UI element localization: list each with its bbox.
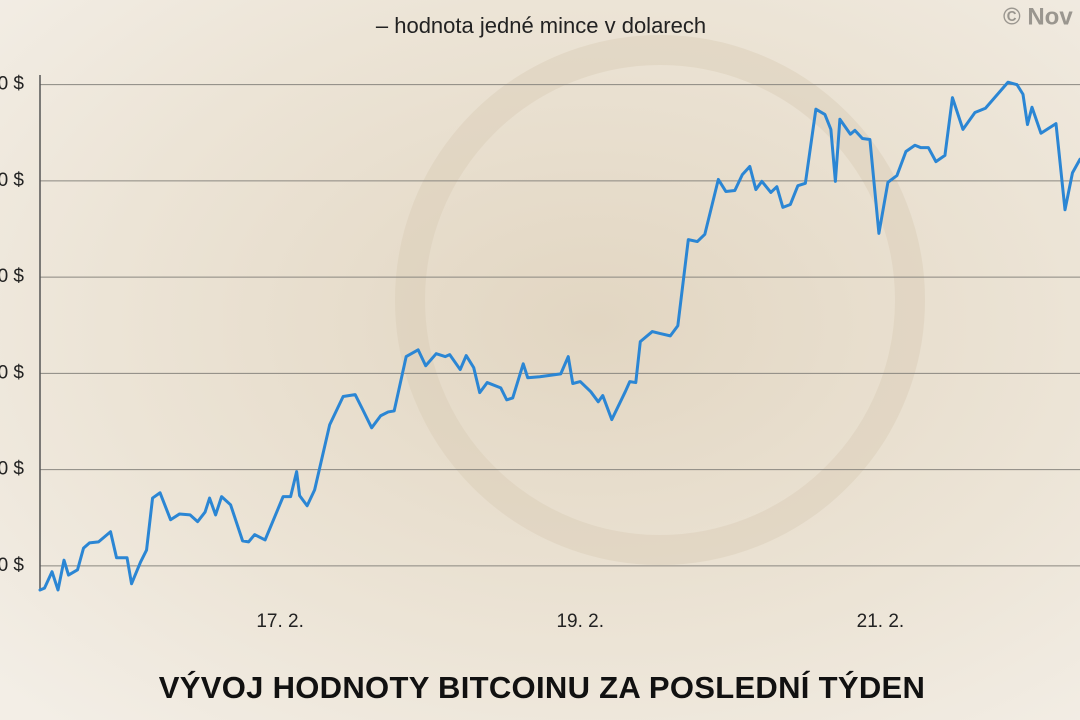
price-line	[38, 80, 1080, 592]
y-tick-label: 52 000 $	[0, 362, 24, 383]
y-tick-label: 58 000 $	[0, 74, 24, 95]
chart-title: VÝVOJ HODNOTY BITCOINU ZA POSLEDNÍ TÝDEN	[159, 670, 925, 705]
y-tick-label: 54 000 $	[0, 266, 24, 287]
subtitle: – hodnota jedné mince v dolarech	[376, 13, 706, 38]
y-tick-label: 50 000 $	[0, 459, 24, 480]
coin-decoration	[395, 35, 925, 565]
source: © Nov	[1003, 3, 1073, 30]
y-tick-label: 48 000 $	[0, 555, 24, 576]
x-tick-label: 21. 2.	[857, 611, 905, 632]
y-tick-label: 56 000 $	[0, 170, 24, 191]
x-tick-label: 17. 2.	[256, 611, 304, 632]
plot	[38, 80, 1080, 592]
x-tick-label: 19. 2.	[556, 611, 604, 632]
